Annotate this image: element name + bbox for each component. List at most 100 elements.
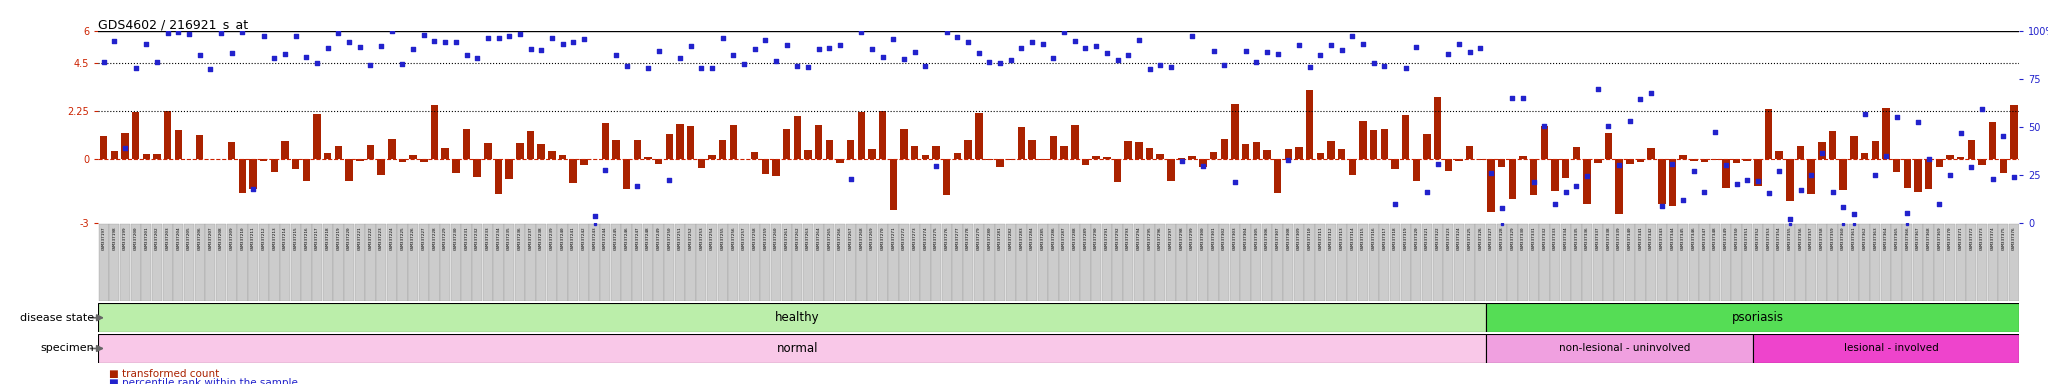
Bar [676, 124, 684, 159]
Bar [1081, 224, 1092, 301]
Bar [334, 224, 344, 301]
Bar [567, 224, 578, 301]
Point [1913, 156, 1946, 162]
Point [1837, 211, 1870, 217]
Point [129, 41, 162, 47]
Text: GSM337295: GSM337295 [1147, 227, 1151, 250]
Text: GSM337284: GSM337284 [1030, 227, 1034, 250]
Point [557, 39, 590, 45]
Bar [293, 159, 299, 169]
Text: GSM337313: GSM337313 [1339, 227, 1343, 250]
Bar [1616, 159, 1622, 214]
Text: GDS4602 / 216921_s_at: GDS4602 / 216921_s_at [98, 18, 248, 31]
Point [887, 56, 920, 62]
Bar [709, 155, 715, 159]
Text: GSM337265: GSM337265 [827, 227, 831, 250]
Bar [719, 140, 727, 159]
Bar [686, 126, 694, 159]
Point [524, 47, 557, 53]
Text: GSM337235: GSM337235 [508, 227, 512, 250]
Point [1006, 45, 1038, 51]
Text: GSM337312: GSM337312 [1329, 227, 1333, 250]
Bar [1497, 159, 1505, 167]
Text: GSM337344: GSM337344 [1671, 227, 1675, 250]
Bar [162, 224, 172, 301]
Bar [291, 224, 301, 301]
Point [600, 51, 633, 58]
Text: GSM337354: GSM337354 [1778, 227, 1782, 250]
Point [1358, 60, 1391, 66]
Bar [1368, 224, 1378, 301]
Bar [805, 150, 811, 159]
Text: GSM337290: GSM337290 [1094, 227, 1098, 250]
Bar [1231, 104, 1239, 159]
Text: GSM337206: GSM337206 [199, 227, 201, 250]
Bar [1477, 159, 1485, 160]
Text: GSM337226: GSM337226 [412, 227, 416, 250]
Text: ■ percentile rank within the sample: ■ percentile rank within the sample [109, 378, 297, 384]
Bar [1337, 149, 1346, 159]
Point [494, 33, 526, 39]
Point [1688, 189, 1720, 195]
Bar [324, 224, 334, 301]
Bar [453, 159, 459, 173]
Bar [1178, 158, 1186, 159]
Bar [750, 224, 760, 301]
Point [1956, 164, 1989, 170]
Bar [686, 224, 696, 301]
Bar [666, 134, 674, 159]
Text: GSM337272: GSM337272 [901, 227, 905, 250]
Bar [760, 224, 770, 301]
Text: GSM337285: GSM337285 [1040, 227, 1044, 250]
Bar [1530, 159, 1538, 195]
Bar [1933, 224, 1944, 301]
Bar [1999, 224, 2009, 301]
Bar [1026, 224, 1036, 301]
Point [1495, 94, 1528, 101]
Text: GSM337205: GSM337205 [186, 227, 190, 250]
Text: GSM337375: GSM337375 [2001, 227, 2005, 250]
Point [311, 45, 344, 51]
Point [1591, 123, 1624, 129]
Point [162, 30, 195, 36]
Bar [334, 146, 342, 159]
Point [909, 63, 942, 69]
Text: GSM337264: GSM337264 [817, 227, 821, 250]
Text: healthy: healthy [774, 311, 819, 324]
Bar [174, 130, 182, 159]
Bar [1776, 151, 1784, 159]
Text: GSM337329: GSM337329 [1509, 227, 1513, 250]
Text: GSM337319: GSM337319 [1403, 227, 1407, 250]
Text: GSM337225: GSM337225 [401, 227, 403, 250]
Bar [1839, 224, 1849, 301]
Text: GSM337271: GSM337271 [891, 227, 895, 250]
Bar [1444, 159, 1452, 171]
Bar [1870, 224, 1880, 301]
Bar [1464, 224, 1475, 301]
Text: GSM337278: GSM337278 [967, 227, 971, 250]
Bar [1145, 148, 1153, 159]
Bar [1069, 224, 1079, 301]
Text: GSM337328: GSM337328 [1499, 227, 1503, 250]
Bar [1219, 224, 1229, 301]
Point [899, 49, 932, 55]
Bar [1264, 150, 1270, 159]
Text: GSM337317: GSM337317 [1382, 227, 1386, 250]
Point [354, 62, 387, 68]
Bar [772, 159, 780, 176]
Text: GSM337234: GSM337234 [496, 227, 500, 250]
Point [1901, 119, 1933, 125]
Bar [121, 224, 131, 301]
Bar [1188, 224, 1198, 301]
Point [1251, 50, 1284, 56]
Point [1325, 47, 1358, 53]
Text: GSM337275: GSM337275 [934, 227, 938, 250]
Bar [973, 224, 983, 301]
Point [291, 54, 324, 60]
Text: GSM337356: GSM337356 [1798, 227, 1802, 250]
Text: GSM337256: GSM337256 [731, 227, 735, 250]
Bar [1862, 153, 1868, 159]
Text: GSM337215: GSM337215 [293, 227, 297, 250]
Bar [1006, 224, 1016, 301]
Point [684, 65, 717, 71]
